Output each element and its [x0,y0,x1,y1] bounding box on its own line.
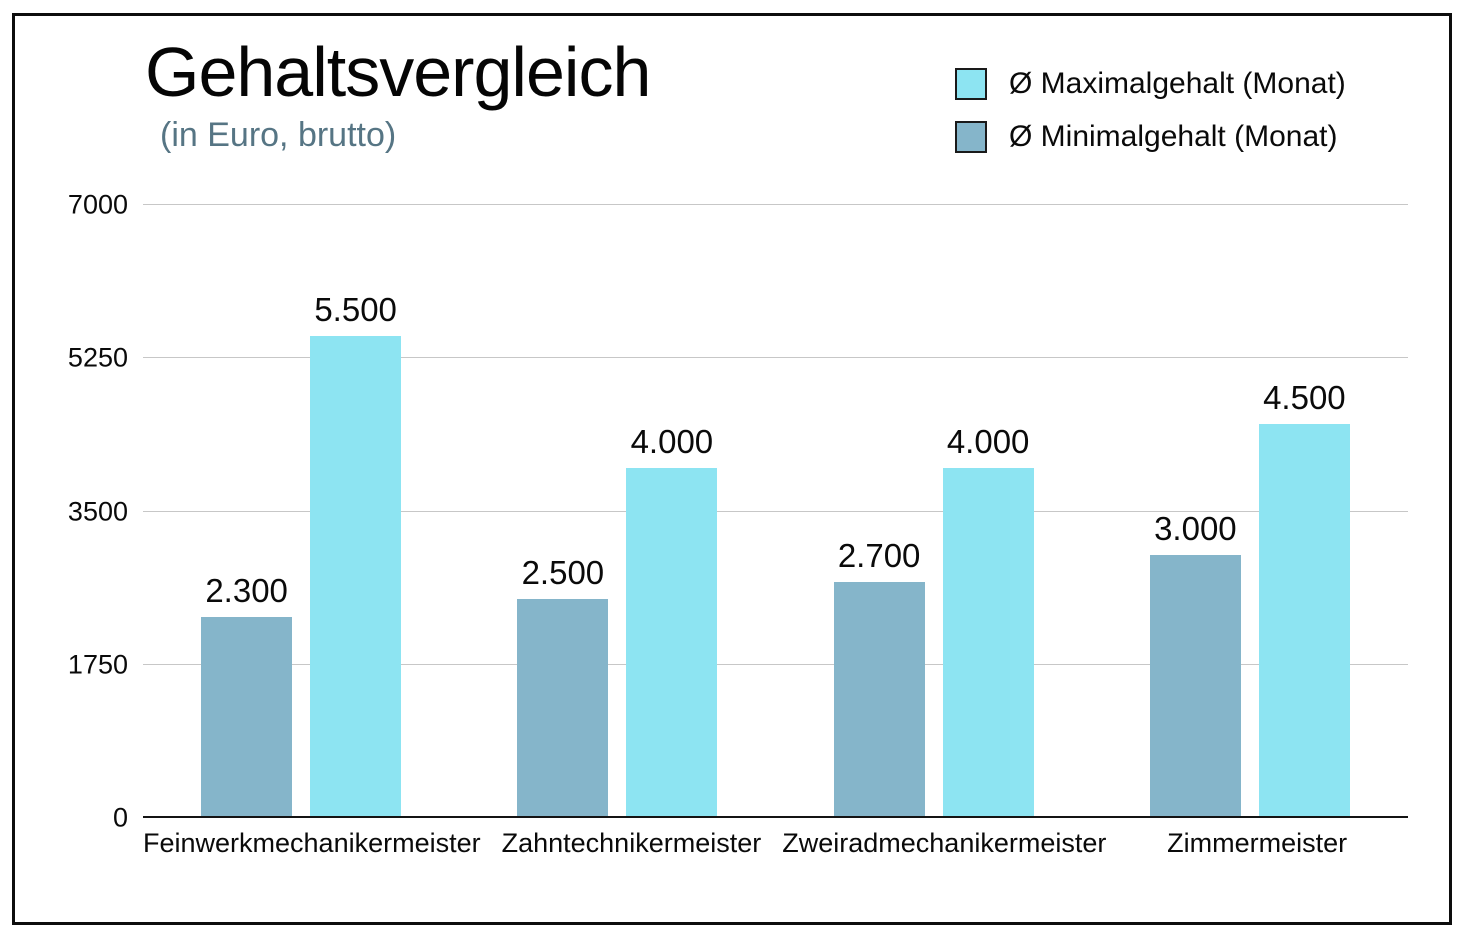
bar-min [517,599,609,818]
x-category-label: Zweiradmechanikermeister [782,828,1107,858]
bar-column: 4.000 [942,422,1034,818]
legend-item-minimalgehalt: Ø Minimalgehalt (Monat) [955,120,1346,154]
x-axis-baseline [143,816,1408,818]
bar-max [942,467,1034,818]
y-tick-label: 0 [112,802,128,833]
bar-value-label: 3.000 [1154,510,1237,548]
bar-value-label: 5.500 [314,291,397,329]
chart-title: Gehaltsvergleich [145,33,651,111]
bar-group: 2.300 5.500 [143,205,459,818]
y-tick-label: 5250 [67,342,128,373]
bar-column: 2.700 [833,536,925,818]
plot-gridlines [143,204,1408,818]
x-category-label: Zahntechnikermeister [501,828,762,858]
bar-group: 2.500 4.000 [459,205,775,818]
bar-column: 3.000 [1149,510,1241,818]
bar-value-label: 4.000 [630,422,714,460]
bar-value-label: 2.500 [521,554,605,592]
bar-column: 5.500 [310,291,402,818]
bar-column: 2.500 [517,554,609,818]
bar-value-label: 4.000 [946,422,1030,460]
bar-min [833,581,925,818]
bar-min [201,616,293,818]
legend: Ø Maximalgehalt (Monat) Ø Minimalgehalt … [955,67,1346,154]
legend-swatch-max-icon [955,68,987,100]
gridline [143,663,1408,665]
y-tick-label: 1750 [67,649,128,680]
bar-column: 4.500 [1258,378,1350,818]
bar-column: 2.300 [201,571,293,818]
y-tick-label: 3500 [67,496,128,526]
bar-min [1149,555,1241,818]
bar-column: 4.000 [626,422,718,818]
chart-subtitle: (in Euro, brutto) [160,116,397,154]
bar-max [1258,423,1350,818]
legend-item-maximalgehalt: Ø Maximalgehalt (Monat) [955,67,1346,101]
bar-value-label: 2.700 [837,536,921,574]
x-category-label: Feinwerkmechanikermeister [143,828,481,858]
gridline [143,510,1408,512]
bar-max [310,336,402,818]
bar-value-label: 2.300 [205,571,288,609]
bar-max [626,467,718,818]
y-axis-labels: 0 1750 3500 5250 7000 [30,190,128,833]
bar-group: 2.700 4.000 [776,205,1092,818]
y-tick-label: 7000 [67,189,128,220]
legend-swatch-min-icon [955,121,987,153]
x-category-label: Zimmermeister [1167,828,1348,858]
bar-value-label: 4.500 [1263,378,1346,416]
legend-label-min: Ø Minimalgehalt (Monat) [1009,120,1338,153]
x-axis-labels: Feinwerkmechanikermeister Zahntechnikerme… [143,828,1408,859]
bar-group: 3.000 4.500 [1092,205,1408,818]
legend-label-max: Ø Maximalgehalt (Monat) [1009,67,1346,100]
plot-bars: 2.300 5.500 2.500 4.000 2.700 4.000 3.000 4.500 [143,205,1408,818]
gridline [143,357,1408,359]
gridline [143,204,1408,205]
